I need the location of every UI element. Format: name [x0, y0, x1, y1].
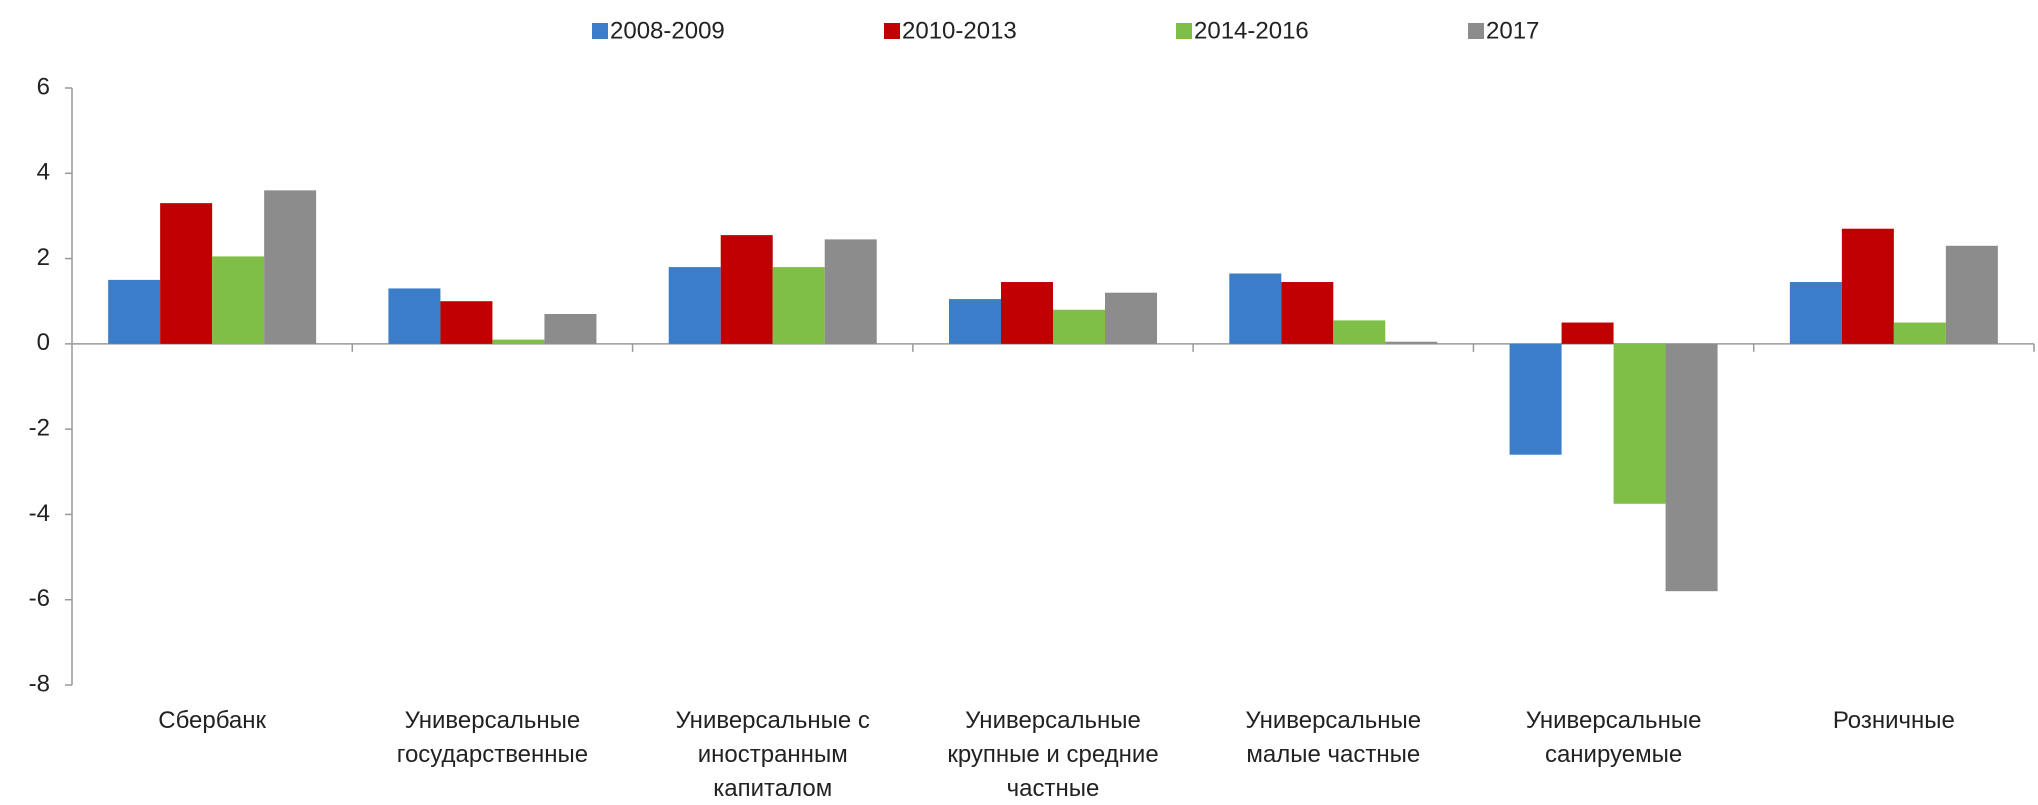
legend-label: 2010-2013	[902, 17, 1017, 44]
bar	[1665, 343, 1718, 592]
x-tick-label: Универсальные с иностранным капиталом	[676, 707, 870, 802]
bar	[544, 314, 597, 344]
bar	[1053, 309, 1105, 344]
bar	[1945, 245, 1998, 344]
legend-swatch	[1468, 23, 1484, 39]
bar	[1333, 320, 1386, 344]
bar	[1509, 343, 1562, 455]
bar	[1561, 322, 1614, 344]
bar	[824, 239, 877, 344]
legend-label: 2014-2016	[1194, 17, 1309, 44]
y-tick-label: 0	[37, 329, 50, 356]
x-tick-label: Универсальные государственные	[397, 707, 588, 768]
x-tick-label: Розничные	[1833, 707, 1955, 734]
bar	[1229, 273, 1282, 344]
bar	[1893, 322, 1946, 344]
bar	[1789, 282, 1842, 344]
y-tick-label: 2	[37, 244, 50, 271]
bar	[160, 203, 213, 344]
bar	[264, 190, 317, 344]
y-tick-label: -4	[29, 500, 50, 527]
legend-swatch	[884, 23, 900, 39]
y-tick-label: -8	[29, 670, 50, 697]
bar	[1841, 228, 1894, 344]
legend-label: 2017	[1486, 17, 1539, 44]
bar	[772, 267, 825, 344]
bar	[668, 267, 721, 344]
bar	[720, 235, 773, 344]
bar	[440, 301, 493, 344]
x-tick-label: Сбербанк	[158, 707, 266, 734]
bar	[1105, 292, 1157, 344]
legend-swatch	[592, 23, 608, 39]
legend-swatch	[1176, 23, 1192, 39]
x-tick-label: Универсальные крупные и средние частные	[947, 707, 1158, 802]
bar	[1385, 341, 1438, 344]
bar	[108, 279, 161, 344]
y-tick-label: -2	[29, 414, 50, 441]
y-tick-label: 6	[37, 73, 50, 100]
x-tick-label: Универсальные малые частные	[1245, 707, 1421, 768]
bar	[212, 256, 265, 344]
bar	[492, 339, 545, 344]
y-tick-label: -6	[29, 585, 50, 612]
bar	[949, 299, 1001, 344]
bar	[388, 288, 441, 344]
bar	[1613, 343, 1666, 504]
x-tick-label: Универсальные санируемые	[1526, 707, 1702, 768]
bar	[1281, 282, 1334, 344]
legend-label: 2008-2009	[610, 17, 725, 44]
bar	[1001, 282, 1053, 344]
y-tick-label: 4	[37, 159, 50, 186]
